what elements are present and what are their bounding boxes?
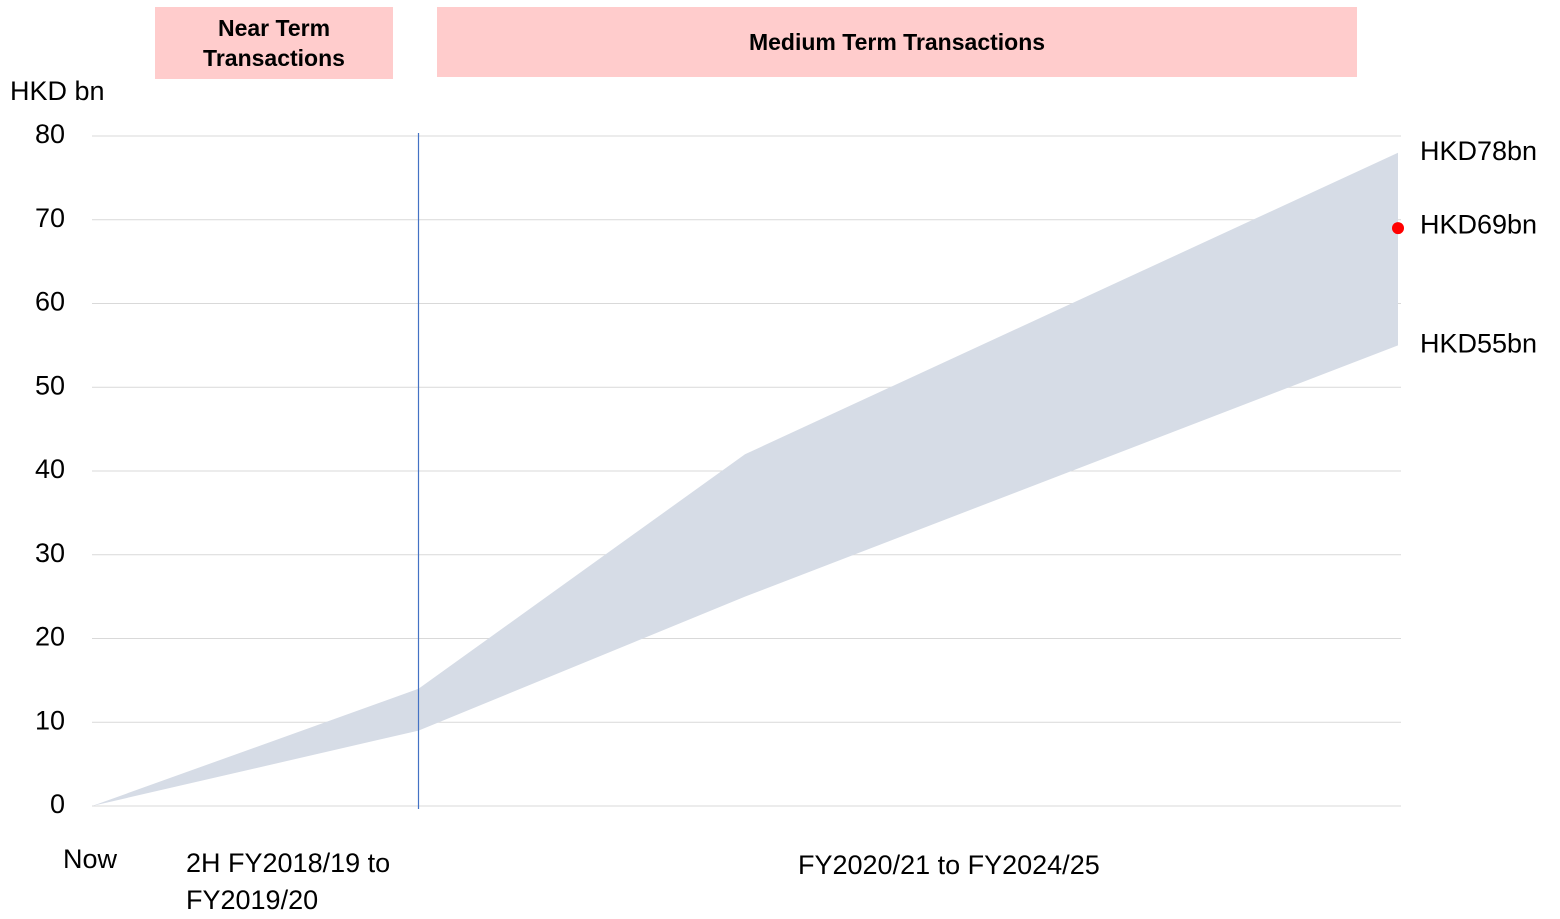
x-label: Now	[63, 844, 118, 874]
y-tick-label: 0	[50, 789, 65, 819]
x-label: 2H FY2018/19 to FY2019/20	[186, 848, 391, 915]
y-tick-label: 50	[35, 370, 65, 400]
y-tick-label: 70	[35, 203, 65, 233]
phase-header: Medium Term Transactions	[437, 7, 1357, 77]
end-label: HKD55bn	[1420, 329, 1537, 359]
range-band	[92, 152, 1398, 806]
end-label: HKD78bn	[1420, 136, 1537, 166]
y-tick-label: 30	[35, 538, 65, 568]
y-tick-label: 20	[35, 622, 65, 652]
y-tick-label: 80	[35, 119, 65, 149]
y-tick-label: 10	[35, 705, 65, 735]
y-tick-label: 60	[35, 287, 65, 317]
marker-dot	[1392, 222, 1404, 235]
phase-header: Near Term Transactions	[155, 7, 393, 79]
marker-label: HKD69bn	[1420, 209, 1537, 239]
x-label: FY2020/21 to FY2024/25	[798, 850, 1100, 880]
y-tick-label: 40	[35, 454, 65, 484]
y-axis-label: HKD bn	[10, 76, 105, 106]
